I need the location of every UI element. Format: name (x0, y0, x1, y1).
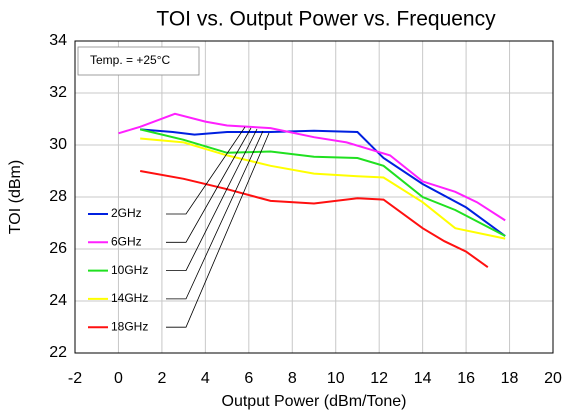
legend-label: 6GHz (111, 234, 142, 248)
x-tick-label: 2 (157, 370, 166, 387)
leader-line (166, 126, 246, 215)
series-line (140, 128, 506, 237)
x-tick-label: 18 (501, 370, 519, 387)
x-tick-label: 4 (201, 370, 210, 387)
series-line (140, 170, 489, 269)
leader-line (166, 127, 252, 243)
x-tick-label: 10 (327, 370, 345, 387)
leader-line (166, 130, 264, 300)
y-tick-label: 30 (49, 136, 67, 153)
legend-label: 10GHz (111, 263, 148, 277)
chart-title: TOI vs. Output Power vs. Frequency (156, 8, 496, 31)
leader-line (166, 132, 270, 328)
x-tick-label: 0 (114, 370, 123, 387)
y-tick-label: 28 (49, 188, 67, 205)
legend-label: 18GHz (111, 319, 148, 333)
x-tick-label: -2 (68, 370, 82, 387)
leader-line (166, 128, 258, 271)
y-tick-label: 26 (49, 240, 67, 257)
lines (118, 112, 506, 269)
x-tick-label: 6 (244, 370, 253, 387)
y-tick-label: 22 (49, 344, 67, 361)
x-axis-label: Output Power (dBm/Tone) (222, 393, 407, 410)
y-tick-label: 34 (49, 32, 67, 49)
legend: 2GHz 6GHz 10GHz 14GHz 18GHz (88, 126, 270, 333)
series-line (140, 137, 506, 240)
legend-label: 2GHz (111, 206, 142, 220)
x-tick-label: 14 (414, 370, 432, 387)
grid (74, 40, 554, 354)
x-tick-label: 12 (370, 370, 388, 387)
annotation: Temp. = +25°C (90, 53, 171, 67)
y-tick-label: 24 (49, 292, 67, 309)
annotation-box (77, 46, 200, 76)
x-tick-label: 8 (288, 370, 297, 387)
y-axis-label: TOI (dBm) (7, 160, 24, 234)
plot-frame (74, 40, 554, 354)
legend-label: 14GHz (111, 291, 148, 305)
y-tick-label: 32 (49, 84, 67, 101)
series-line (139, 128, 506, 237)
series-line (118, 112, 506, 222)
x-tick-label: 16 (457, 370, 475, 387)
x-tick-label: 20 (544, 370, 562, 387)
